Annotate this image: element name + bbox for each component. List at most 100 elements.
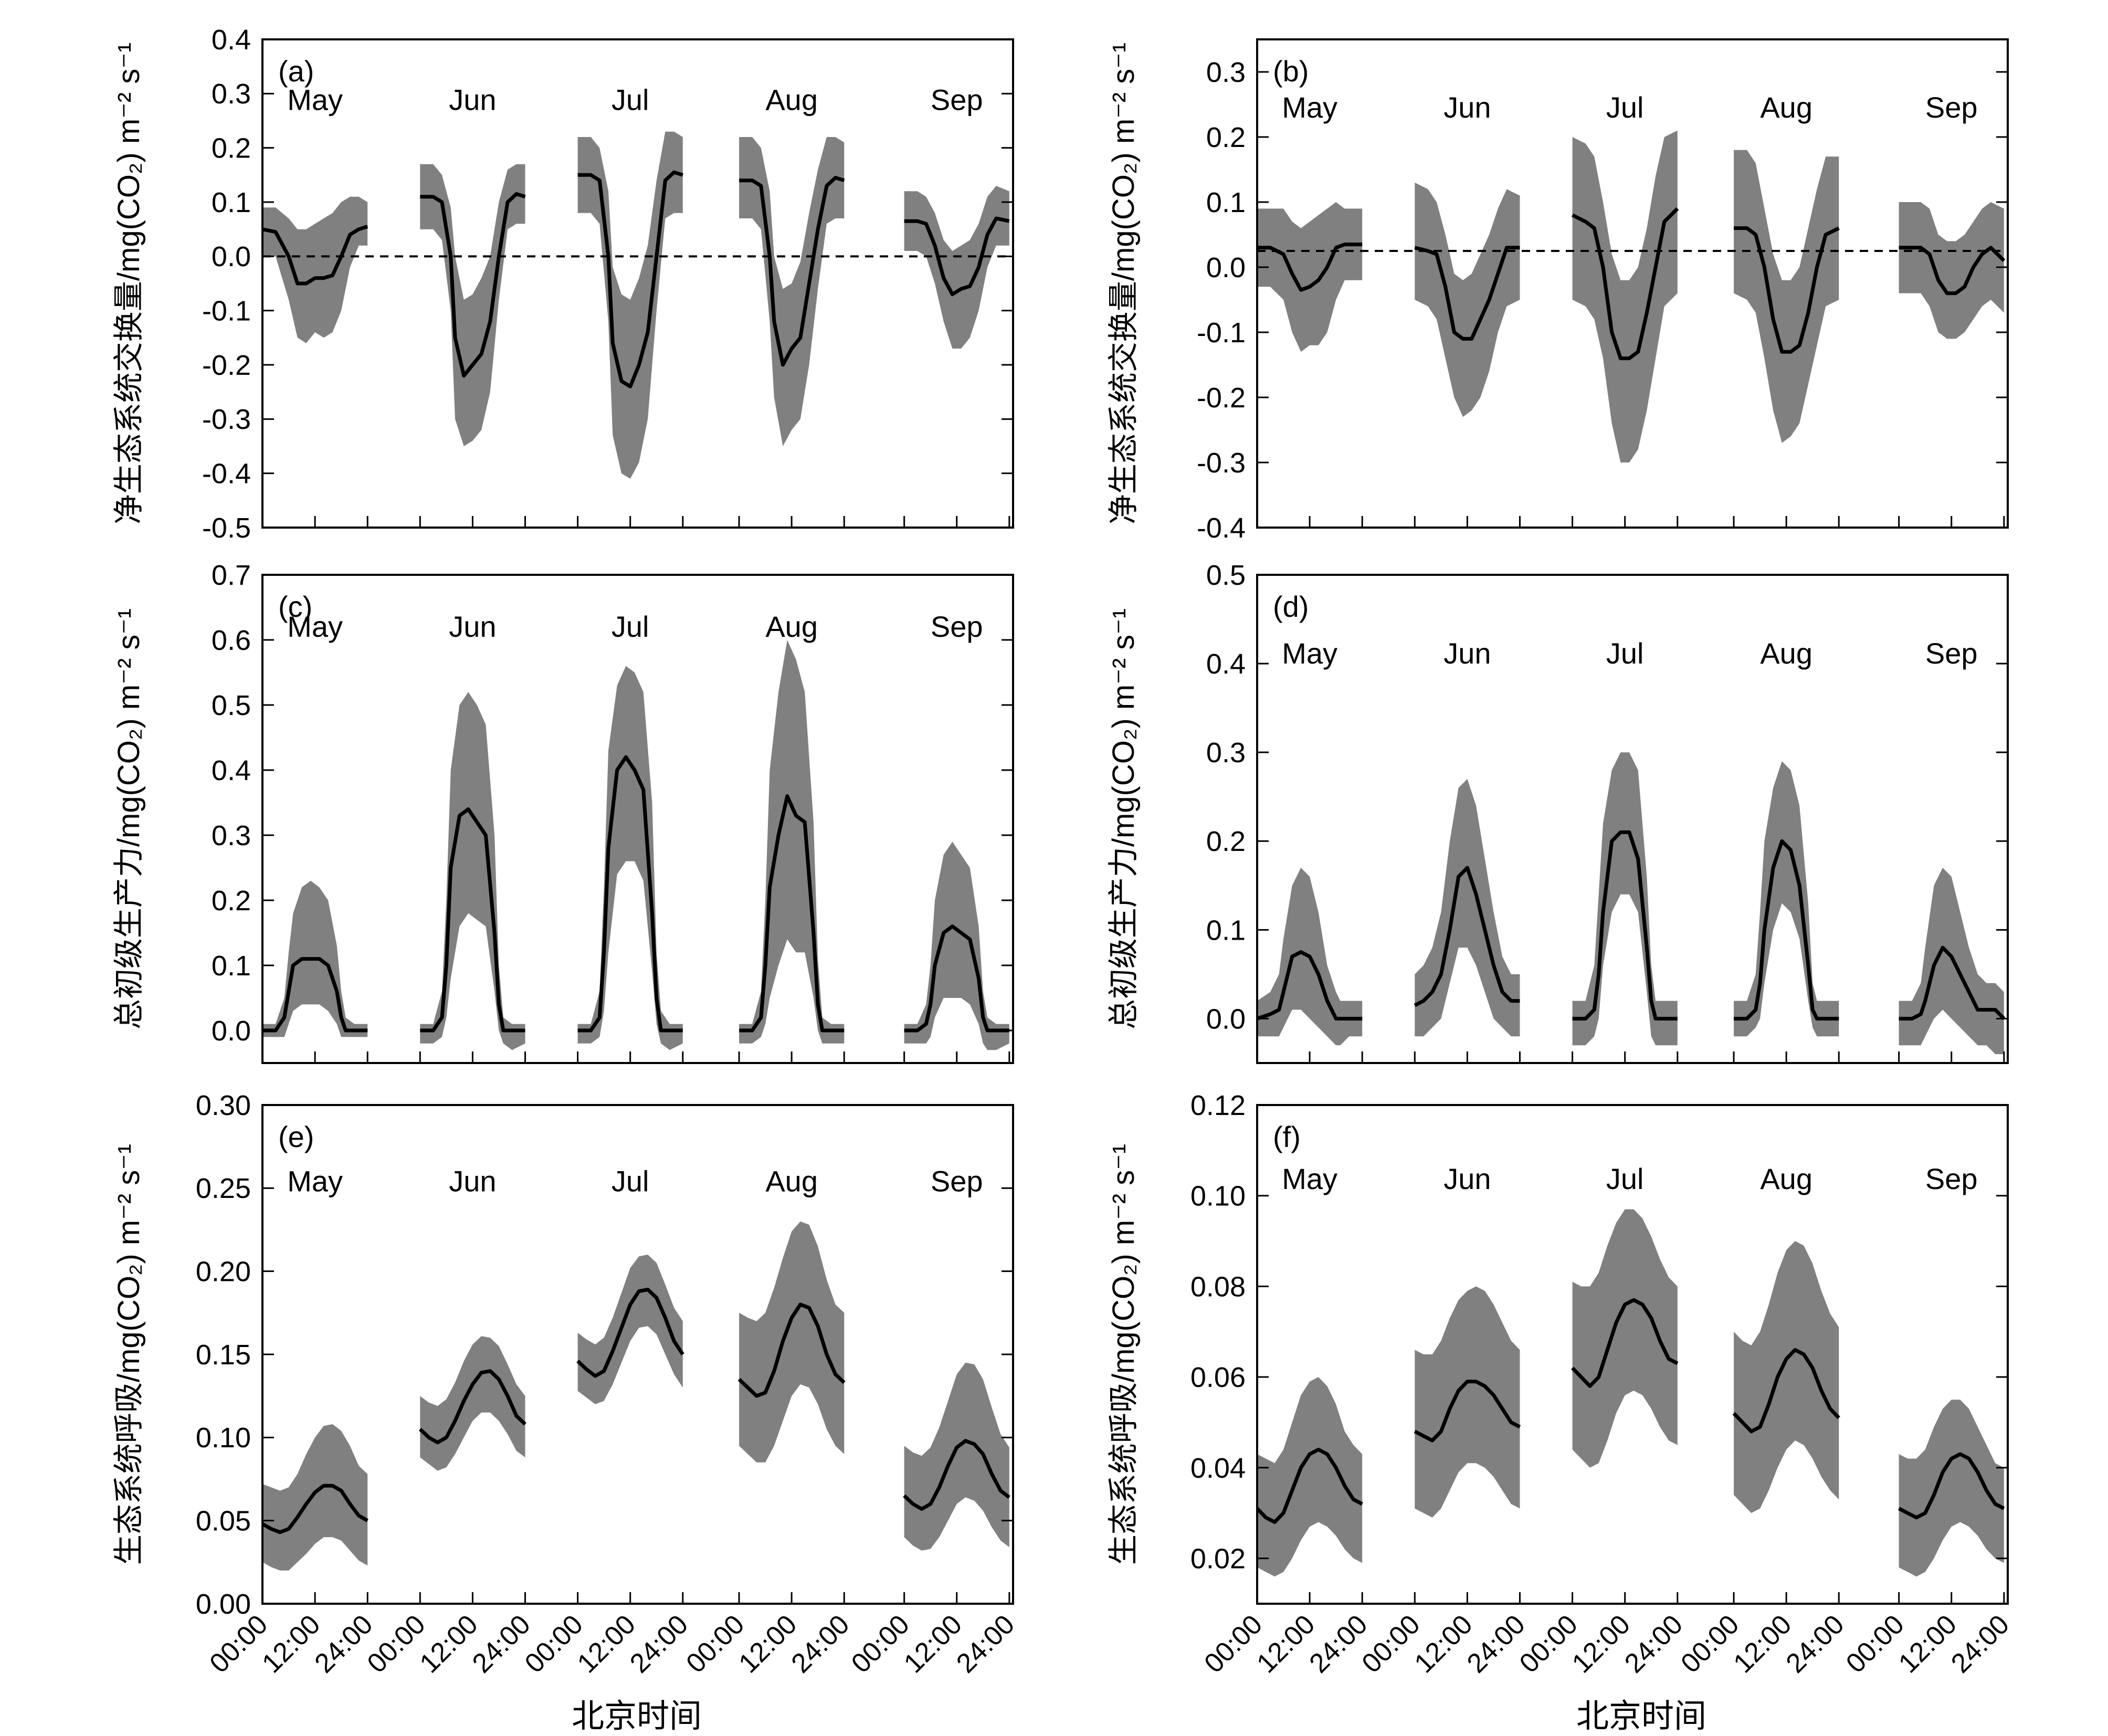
y-tick-label: 0.1 [1206, 187, 1246, 218]
band-sep [904, 1362, 1009, 1551]
mean-line-may [262, 225, 368, 286]
mean-line-sep [903, 1439, 1010, 1511]
y-tick-label: 0.2 [212, 885, 251, 917]
mean-line-jul [1572, 207, 1679, 361]
x-tick-label: 24:00 [1619, 1609, 1689, 1679]
band-sep [904, 186, 1009, 349]
mean-line-jun [1414, 246, 1520, 341]
x-tick-label: 12:00 [733, 1609, 803, 1679]
x-axis-title-left: 北京时间 [572, 1698, 702, 1734]
x-tick-label: 12:00 [1251, 1609, 1321, 1679]
band-jul [1572, 1209, 1678, 1468]
x-tick-label: 12:00 [414, 1609, 484, 1679]
band-aug [1734, 150, 1839, 443]
month-label: Jun [1443, 637, 1491, 670]
panel-e: May00:0012:0024:00Jun00:0012:0024:00Jul0… [112, 1090, 1020, 1679]
mean-line-jul [576, 1288, 684, 1378]
y-tick-label: 0.06 [1190, 1362, 1246, 1393]
month-label: May [287, 610, 343, 643]
band-jun [420, 692, 525, 1050]
band-aug [1734, 761, 1839, 1037]
month-label: Jul [1606, 91, 1644, 124]
x-tick-label: 00:00 [846, 1609, 915, 1679]
x-tick-label: 24:00 [624, 1609, 694, 1679]
x-tick-label: 12:00 [256, 1609, 326, 1679]
y-tick-label: 0.08 [1190, 1271, 1246, 1302]
x-tick-label: 00:00 [1514, 1609, 1584, 1679]
y-axis-title: 总初级生产力/mg(CO₂) m⁻² s⁻¹ [1106, 608, 1141, 1029]
month-label: Jun [1443, 91, 1491, 124]
y-tick-label: -0.5 [202, 512, 251, 544]
plot-frame [261, 38, 1014, 529]
x-tick-label: 12:00 [1566, 1609, 1636, 1679]
y-tick-label: 0.00 [196, 1588, 251, 1620]
y-tick-label: 0.3 [1206, 57, 1246, 88]
month-label: Jun [449, 1165, 496, 1198]
mean-line-aug [737, 1302, 846, 1398]
month-label: May [287, 83, 343, 116]
mean-line-jun [1414, 866, 1520, 1007]
mean-line-sep [904, 924, 1009, 1033]
month-label: Sep [931, 610, 983, 643]
panel-label: (d) [1273, 590, 1309, 623]
band-sep [1899, 868, 2004, 1055]
month-label: Sep [1925, 1162, 1978, 1195]
band-aug [739, 640, 845, 1044]
y-tick-label: 0.6 [212, 625, 251, 656]
y-tick-label: 0.20 [196, 1256, 251, 1288]
y-tick-label: 0.15 [196, 1339, 251, 1371]
band-sep [904, 841, 1009, 1050]
mean-line-may [262, 1484, 368, 1534]
x-tick-label: 24:00 [951, 1609, 1020, 1679]
y-tick-label: 0.7 [212, 560, 251, 591]
y-axis-title: 总初级生产力/mg(CO₂) m⁻² s⁻¹ [112, 608, 146, 1029]
plot-frame [1256, 38, 2009, 529]
mean-line-may [262, 957, 368, 1033]
y-tick-label: -0.4 [1197, 512, 1246, 544]
y-tick-label: -0.1 [1197, 317, 1246, 349]
month-label: May [1282, 1162, 1337, 1195]
mean-line-aug [739, 176, 845, 367]
band-may [1257, 1377, 1363, 1577]
x-tick-label: 24:00 [786, 1609, 856, 1679]
y-tick-label: 0.3 [212, 820, 251, 851]
x-tick-label: 24:00 [1304, 1609, 1374, 1679]
y-tick-label: 0.0 [212, 1015, 251, 1047]
band-aug [1734, 1241, 1839, 1513]
y-tick-label: 0.04 [1190, 1453, 1246, 1484]
month-label: Jun [449, 83, 496, 116]
month-label: Jul [1606, 637, 1644, 670]
mean-line-jun [418, 1369, 526, 1445]
band-jun [420, 164, 525, 446]
band-jul [1572, 130, 1678, 463]
x-tick-label: 00:00 [680, 1609, 750, 1679]
panel-f: May00:0012:0024:00Jun00:0012:0024:00Jul0… [1106, 1090, 2015, 1679]
month-label: May [287, 1165, 343, 1198]
month-label: Jun [1443, 1162, 1491, 1195]
x-tick-label: 12:00 [1893, 1609, 1963, 1679]
x-tick-label: 00:00 [1840, 1609, 1910, 1679]
x-axis-title-right: 北京时间 [1576, 1698, 1706, 1734]
panel-label: (b) [1273, 55, 1309, 88]
y-axis-title: 生态系统呼吸/mg(CO₂) m⁻² s⁻¹ [1106, 1144, 1141, 1565]
y-tick-label: 0.25 [196, 1173, 251, 1204]
mean-line-sep [904, 216, 1010, 297]
y-tick-label: 0.0 [212, 241, 251, 272]
plot-frame [1256, 574, 2009, 1064]
mean-line-jun [420, 807, 525, 1033]
plot-area [262, 640, 1009, 1050]
mean-line-may [1257, 1447, 1363, 1524]
x-tick-label: 12:00 [898, 1609, 968, 1679]
panel-label: (c) [278, 590, 312, 623]
month-label: Aug [765, 83, 818, 116]
month-label: Sep [931, 83, 983, 116]
mean-line-jul [577, 755, 683, 1033]
band-jul [577, 666, 683, 1050]
mean-line-jul [577, 170, 683, 388]
y-tick-label: 0.4 [212, 24, 251, 56]
band-aug [739, 1221, 845, 1463]
x-tick-label: 24:00 [1461, 1609, 1531, 1679]
x-tick-label: 24:00 [309, 1609, 379, 1679]
panel-c: May Jun Jul Aug Sep 0.0 0.1 0.2 0.3 0.4 0.5 0.6 0.7 (… [112, 560, 1014, 1064]
